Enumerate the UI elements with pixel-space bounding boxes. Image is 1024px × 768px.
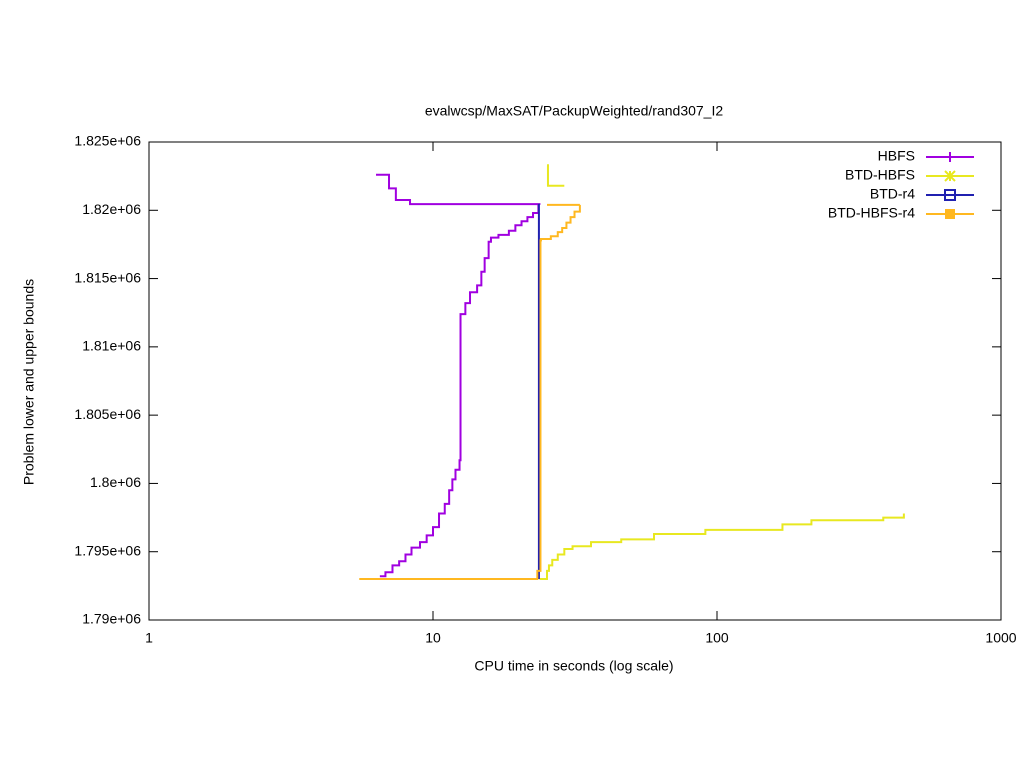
x-tick-label: 100	[705, 630, 729, 646]
chart-title: evalwcsp/MaxSAT/PackupWeighted/rand307_I…	[425, 103, 724, 119]
legend-marker-part	[944, 170, 956, 182]
series-line	[359, 203, 581, 581]
x-tick-label: 10	[425, 630, 441, 646]
x-axis-label: CPU time in seconds (log scale)	[474, 658, 673, 674]
y-tick-label: 1.795e+06	[74, 542, 141, 558]
y-tick-label: 1.79e+06	[82, 611, 141, 627]
x-tick-label: 1	[145, 630, 153, 646]
legend-marker	[945, 209, 955, 219]
plot-border	[148, 141, 1002, 621]
series-line	[539, 164, 905, 581]
y-axis-label: Problem lower and upper bounds	[21, 279, 37, 485]
y-tick-label: 1.805e+06	[74, 406, 141, 422]
legend-marker	[944, 170, 956, 182]
x-tick-label: 1000	[985, 630, 1016, 646]
legend-marker	[944, 189, 956, 201]
y-tick-label: 1.81e+06	[82, 338, 141, 354]
y-tick-label: 1.815e+06	[74, 269, 141, 285]
y-tick-label: 1.8e+06	[90, 474, 141, 490]
legend-label: BTD-r4	[870, 186, 915, 202]
legend-marker	[945, 152, 955, 162]
legend-label: BTD-HBFS-r4	[828, 205, 915, 221]
series-line	[376, 173, 541, 578]
legend-label: HBFS	[878, 148, 915, 164]
legend-marker-part	[944, 189, 956, 201]
legend-marker-part	[945, 209, 955, 219]
y-tick-label: 1.82e+06	[82, 201, 141, 217]
series-line	[537, 203, 540, 580]
y-tick-label: 1.825e+06	[74, 133, 141, 149]
legend-label: BTD-HBFS	[845, 167, 915, 183]
legend-marker-part	[945, 152, 955, 162]
